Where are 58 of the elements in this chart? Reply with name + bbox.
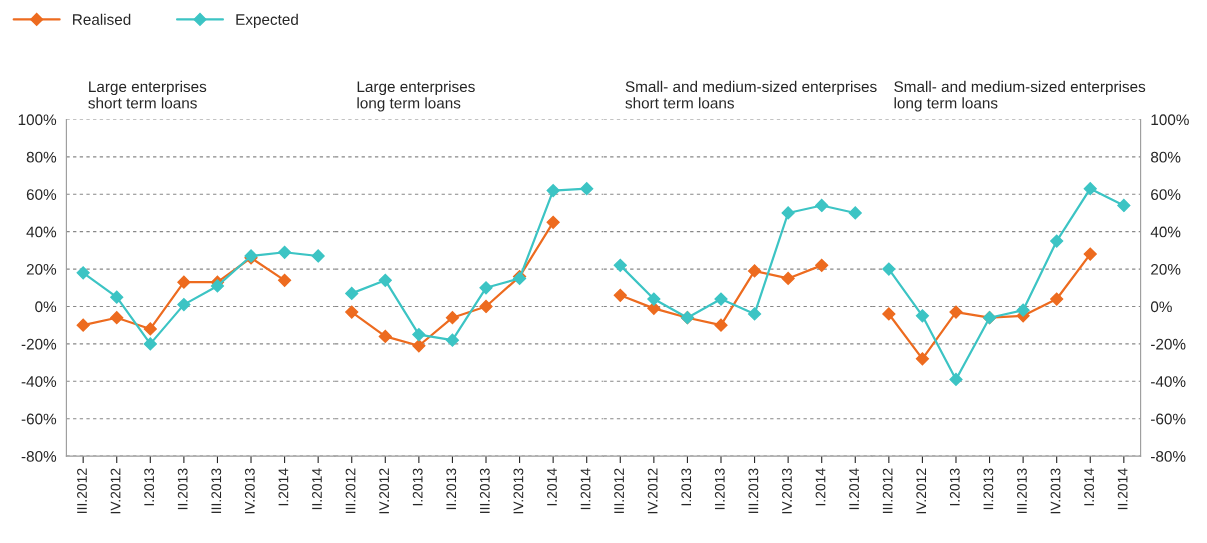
- chart-title: Large enterprises short term loans: [88, 80, 207, 109]
- y-tick-label: -60%: [21, 413, 57, 425]
- x-tick-label: IV.2012: [916, 468, 927, 514]
- y-tick-label: -80%: [21, 450, 57, 462]
- chart-title: Large enterprises long term loans: [357, 80, 475, 112]
- x-tick-label: I.2014: [815, 468, 826, 506]
- y-tick-label: 20%: [26, 263, 57, 275]
- x-tick-label: II.2013: [714, 468, 725, 510]
- x-tick-label: II.2013: [983, 468, 994, 510]
- x-tick-label: IV.2013: [513, 468, 524, 514]
- y-tick-label: 40%: [1150, 226, 1181, 238]
- y-tick-label: -80%: [1151, 450, 1186, 462]
- x-tick-label: IV.2013: [244, 468, 255, 514]
- x-tick-label: III.2012: [882, 468, 893, 513]
- legend-label: Realised: [73, 13, 131, 25]
- y-tick-label: 80%: [26, 151, 57, 163]
- y-tick-label: 60%: [26, 189, 57, 200]
- x-tick-label: III.2012: [77, 468, 87, 513]
- x-tick-label: III.2013: [1017, 468, 1027, 513]
- x-tick-label: III.2012: [614, 468, 625, 513]
- y-tick-label: -40%: [21, 376, 57, 387]
- x-tick-label: IV.2013: [1050, 468, 1061, 514]
- x-tick-label: III.2013: [479, 468, 490, 513]
- x-tick-label: II.2013: [177, 468, 188, 510]
- y-tick-label: 0%: [35, 301, 57, 313]
- x-tick-label: I.2014: [547, 468, 557, 506]
- y-tick-label: 0%: [1150, 301, 1172, 313]
- y-tick-label: 40%: [26, 226, 57, 238]
- x-tick-label: II.2014: [580, 468, 591, 510]
- y-tick-label: 80%: [1151, 151, 1181, 163]
- y-tick-label: 60%: [1151, 189, 1181, 200]
- x-tick-label: III.2013: [748, 468, 759, 513]
- y-tick-label: 20%: [1151, 263, 1181, 275]
- legend-label: Expected: [236, 13, 298, 28]
- x-tick-label: I.2013: [144, 468, 155, 506]
- x-tick-label: IV.2012: [647, 468, 658, 514]
- x-tick-label: II.2014: [849, 468, 859, 510]
- x-tick-label: I.2013: [681, 468, 692, 506]
- y-tick-label: 100%: [1151, 114, 1189, 126]
- x-tick-label: II.2013: [446, 468, 457, 510]
- y-tick-label: -20%: [1151, 338, 1186, 350]
- x-tick-label: I.2013: [412, 468, 423, 506]
- x-tick-label: IV.2013: [782, 468, 792, 514]
- y-tick-label: -40%: [1151, 376, 1186, 387]
- chart-title: Small- and medium-sized enterprises short term loans: [625, 80, 877, 109]
- x-tick-label: II.2014: [312, 468, 322, 510]
- x-tick-label: I.2013: [949, 468, 960, 506]
- x-tick-label: II.2014: [1117, 468, 1128, 510]
- x-tick-label: IV.2012: [379, 468, 390, 514]
- x-tick-label: I.2014: [1084, 468, 1094, 506]
- x-tick-label: I.2014: [278, 468, 289, 506]
- y-tick-label: -20%: [21, 338, 57, 350]
- y-tick-label: -60%: [1151, 413, 1186, 425]
- chart-title: Small- and medium-sized enterprises long term loans: [894, 80, 1146, 112]
- x-tick-label: IV.2012: [110, 468, 121, 514]
- y-tick-label: 100%: [18, 114, 57, 126]
- x-tick-label: III.2013: [211, 468, 222, 513]
- x-tick-label: III.2012: [345, 468, 356, 513]
